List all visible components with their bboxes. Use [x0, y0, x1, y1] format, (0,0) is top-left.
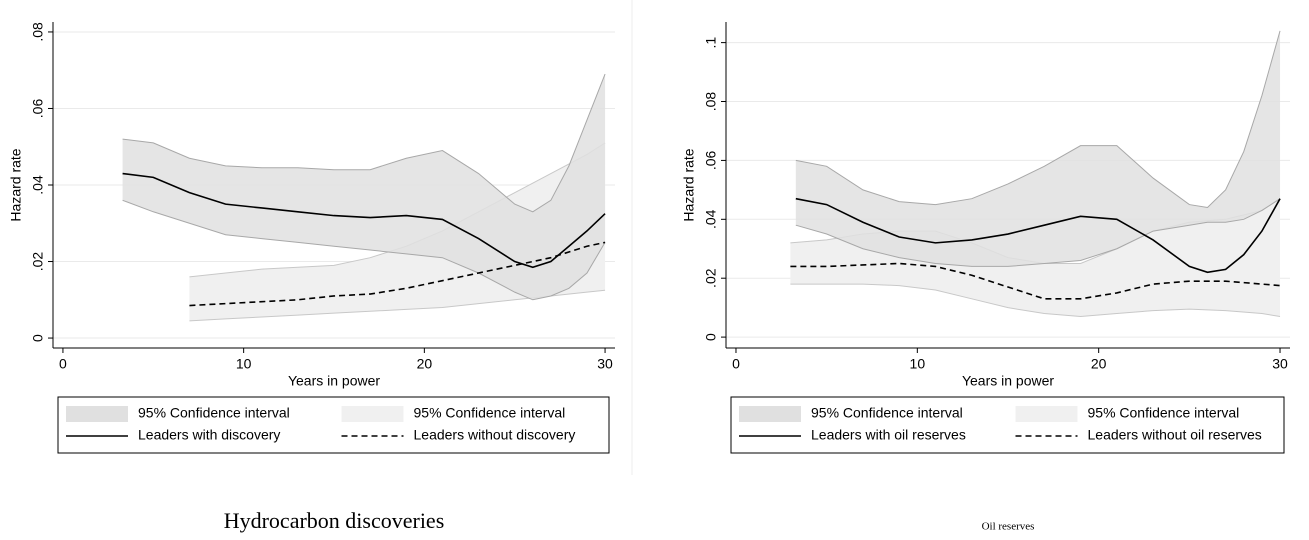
x-tick-label: 0 [59, 356, 67, 372]
y-tick-label: .04 [30, 175, 46, 195]
legend-label: 95% Confidence interval [138, 405, 290, 421]
legend-label: Leaders with oil reserves [811, 427, 966, 443]
y-tick-label: .08 [30, 22, 46, 42]
band-lower-edge [790, 283, 1281, 317]
legend-label: Leaders without discovery [414, 427, 576, 443]
y-axis-label: Hazard rate [8, 148, 24, 221]
x-axis-label: Years in power [288, 373, 380, 389]
y-tick-label: .06 [30, 99, 46, 119]
legend-label: Leaders with discovery [138, 427, 280, 443]
y-tick-label: .06 [703, 150, 719, 170]
x-tick-label: 30 [1272, 356, 1288, 372]
series-line [795, 197, 1281, 274]
x-tick-label: 30 [597, 356, 613, 372]
series-line [790, 262, 1281, 300]
y-tick-label: .02 [30, 252, 46, 272]
confidence-band [795, 30, 1281, 267]
y-tick-label: 0 [703, 333, 719, 341]
band-upper-edge [122, 73, 606, 213]
legend-label: 95% Confidence interval [811, 405, 963, 421]
y-tick-label: .08 [703, 92, 719, 112]
band-upper-edge [795, 30, 1281, 209]
series-line [122, 172, 606, 269]
x-tick-label: 20 [1091, 356, 1107, 372]
x-tick-label: 10 [236, 356, 252, 372]
confidence-band [122, 74, 606, 300]
legend-swatch [1015, 406, 1078, 422]
y-tick-label: .02 [703, 268, 719, 288]
legend-swatch [739, 406, 801, 422]
y-tick-label: .1 [703, 37, 719, 49]
x-axis-label: Years in power [962, 373, 1054, 389]
band-lower-edge [122, 199, 606, 301]
legend-label: 95% Confidence interval [414, 405, 566, 421]
x-tick-label: 0 [732, 356, 740, 372]
series-line [189, 241, 606, 307]
y-tick-label: .04 [703, 209, 719, 229]
caption: Oil reserves [982, 521, 1035, 533]
x-tick-label: 20 [417, 356, 433, 372]
legend-box [730, 396, 1285, 454]
legend-swatch [66, 406, 128, 422]
legend-swatch [341, 406, 404, 422]
y-axis-label: Hazard rate [681, 148, 697, 221]
legend-box [57, 396, 610, 454]
y-tick-label: 0 [30, 334, 46, 342]
band-lower-edge [795, 198, 1281, 267]
legend-label: 95% Confidence interval [1088, 405, 1240, 421]
x-tick-label: 10 [910, 356, 926, 372]
caption: Hydrocarbon discoveries [224, 508, 445, 533]
legend-label: Leaders without oil reserves [1088, 427, 1262, 443]
